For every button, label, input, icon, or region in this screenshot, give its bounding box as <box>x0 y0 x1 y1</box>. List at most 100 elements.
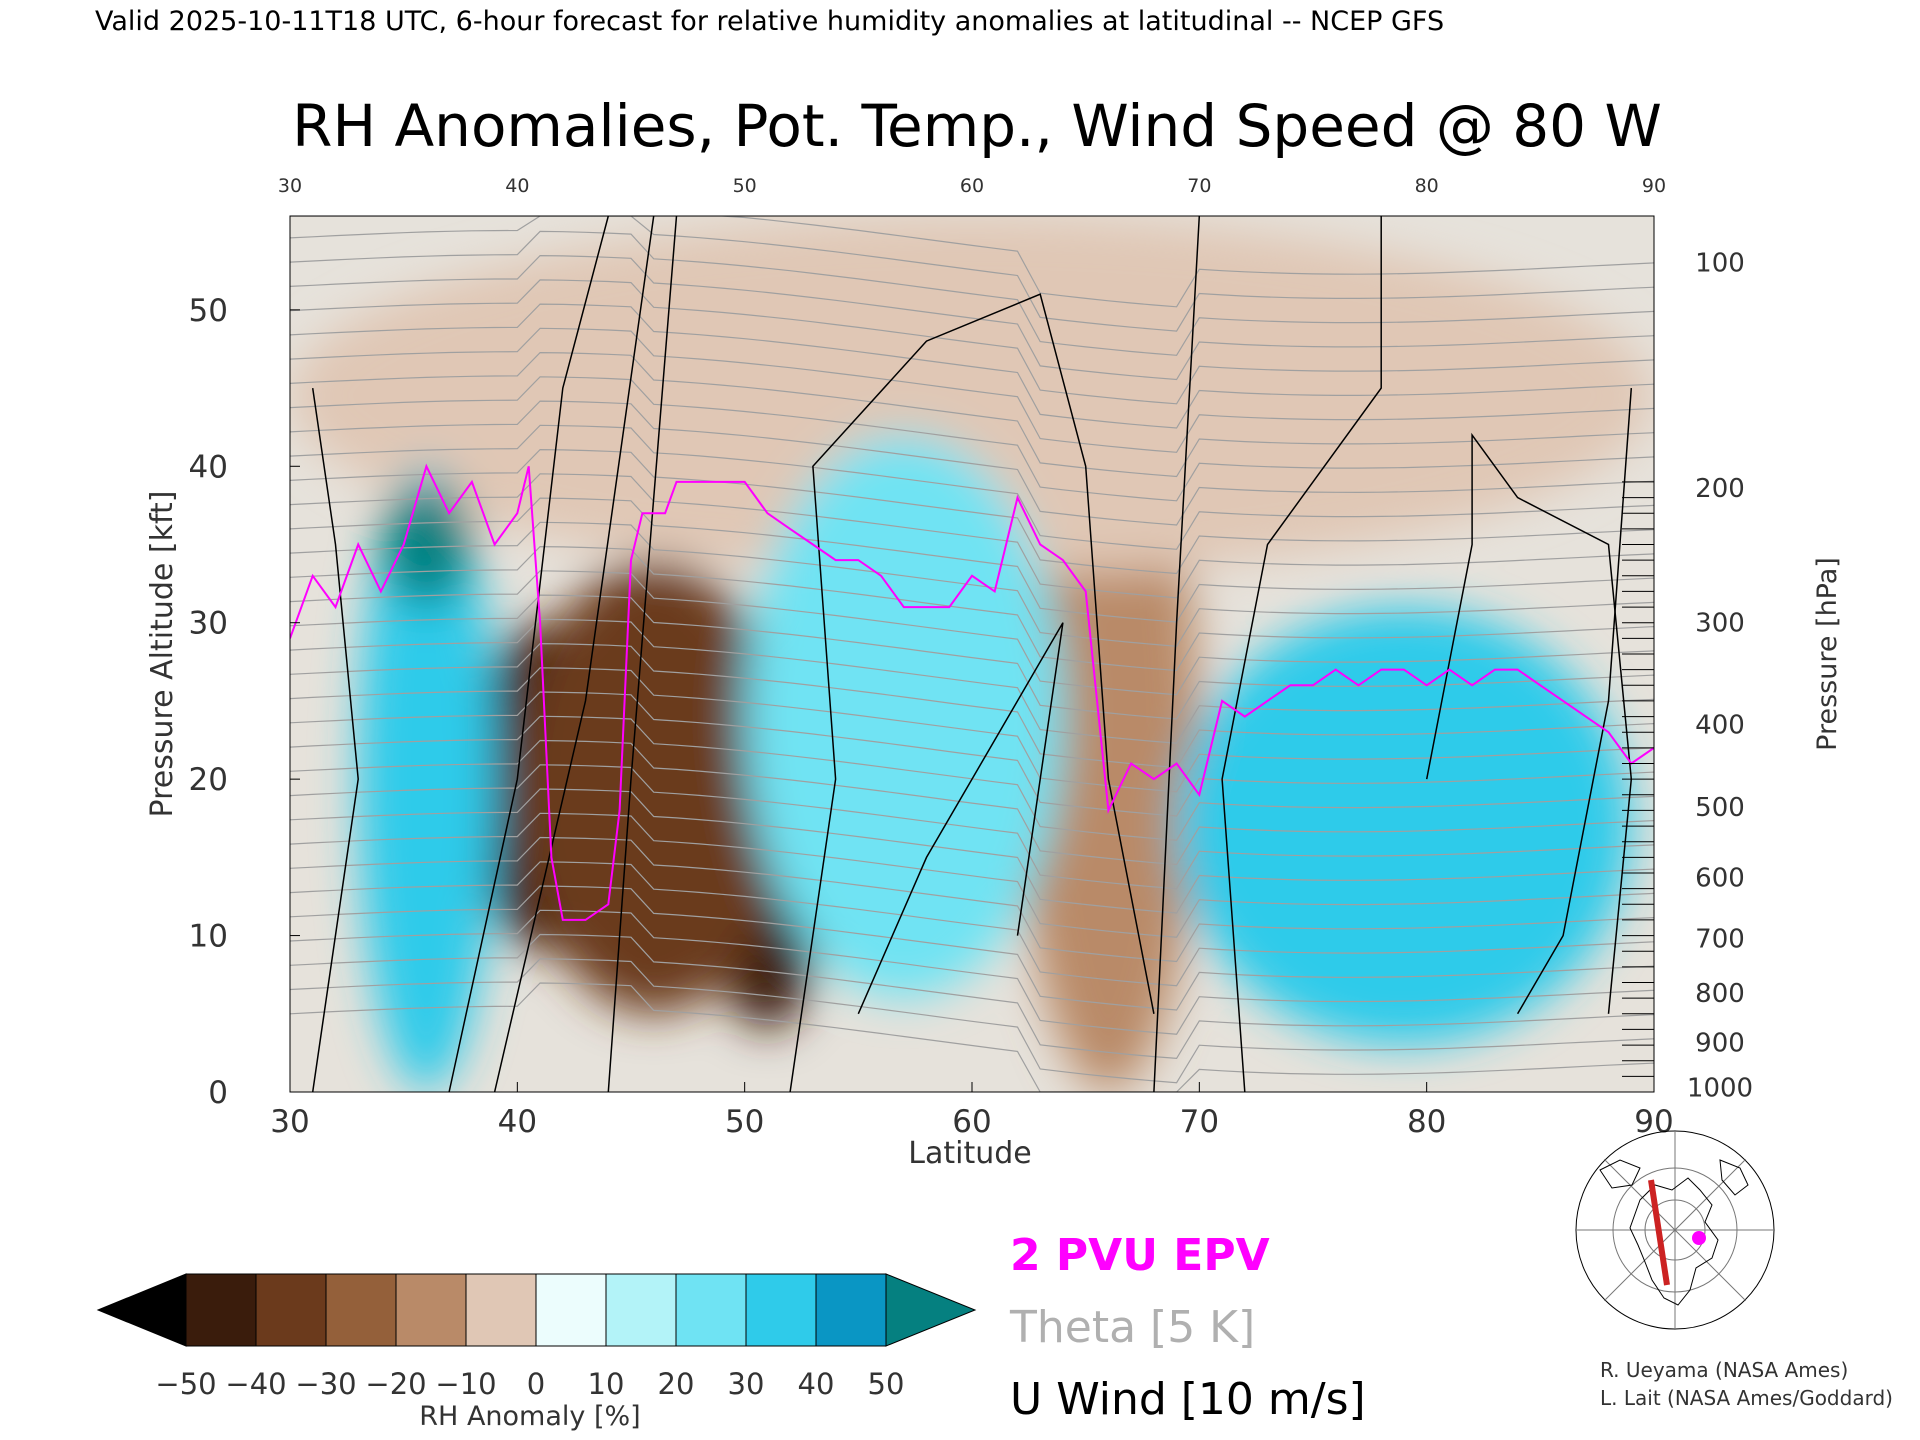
theta-contour-14 <box>290 642 1654 769</box>
colorbar-tick-6: 10 <box>588 1367 625 1401</box>
top-axis: 30 40 50 60 70 80 90 <box>278 175 1666 197</box>
y-tick-label-0: 0 <box>208 1075 228 1111</box>
theta-contour-29 <box>290 279 1654 405</box>
colorbar-tick-7: 20 <box>658 1367 695 1401</box>
theta-contour-26 <box>290 351 1654 478</box>
pressure-tick-label-200: 200 <box>1695 474 1745 504</box>
x-axis: 30 40 50 60 70 80 90 <box>270 1082 1674 1140</box>
theta-contour-19 <box>290 521 1654 647</box>
map-cross-section-track <box>1648 1179 1670 1286</box>
colorbar-segment-1 <box>255 1273 327 1347</box>
colorbar-segment-5 <box>535 1273 607 1347</box>
colorbar-segment-0 <box>185 1273 257 1347</box>
theta-contour-5 <box>290 861 1654 987</box>
uwind-contour-5 <box>857 622 1064 1015</box>
theta-contour-13 <box>290 667 1654 793</box>
top-tick-label-70: 70 <box>1187 175 1211 197</box>
legend-uwind: U Wind [10 m/s] <box>1010 1374 1366 1425</box>
theta-contour-12 <box>290 691 1654 817</box>
colorbar-segment-4 <box>465 1273 537 1347</box>
colorbar-tick-5: 0 <box>527 1367 545 1401</box>
theta-contour-31 <box>290 230 1654 356</box>
colorbar-segment-3 <box>395 1273 467 1347</box>
colorbar-tick-1: −40 <box>225 1367 286 1401</box>
top-tick-label-80: 80 <box>1415 175 1439 197</box>
theta-contour-1 <box>290 958 1654 1084</box>
colorbar: −50 −40 −30 −20 −10 0 10 20 30 40 50 <box>96 1273 977 1401</box>
inset-map <box>1575 1130 1775 1330</box>
colorbar-segment-9 <box>815 1273 887 1347</box>
top-tick-label-60: 60 <box>960 175 984 197</box>
epv-line <box>290 463 1654 921</box>
pressure-axis-label: Pressure [hPa] <box>1812 557 1843 751</box>
chart-title: RH Anomalies, Pot. Temp., Wind Speed @ 8… <box>292 92 1662 160</box>
uwind-contour-6 <box>1153 216 1201 1092</box>
theta-contour-7 <box>290 812 1654 938</box>
x-tick-label-40: 40 <box>498 1104 537 1140</box>
theta-contours <box>290 216 1654 1092</box>
pressure-tick-label-600: 600 <box>1695 863 1745 893</box>
rh-region-6 <box>744 434 1063 999</box>
rh-region-2 <box>517 560 791 1014</box>
pressure-hatch-marks <box>1622 481 1654 1092</box>
legend-epv: 2 PVU EPV <box>1010 1230 1270 1281</box>
theta-contour-20 <box>290 497 1654 623</box>
theta-contour-15 <box>290 618 1654 744</box>
uwind-contour-1 <box>448 216 610 1092</box>
colorbar-tick-8: 30 <box>728 1367 765 1401</box>
rh-region-4 <box>290 216 1654 576</box>
top-tick-label-90: 90 <box>1642 175 1666 197</box>
map-coastline-3 <box>1719 1159 1749 1196</box>
credit-line-1: R. Ueyama (NASA Ames) <box>1600 1358 1848 1382</box>
theta-contour-21 <box>290 473 1654 599</box>
header-text: Valid 2025-10-11T18 UTC, 6-hour forecast… <box>95 6 1444 37</box>
theta-contour-3 <box>290 909 1654 1035</box>
x-tick-label-90: 90 <box>1634 1104 1673 1140</box>
pressure-tick-label-900: 900 <box>1695 1028 1745 1058</box>
theta-contour-23 <box>290 424 1654 550</box>
colorbar-tick-9: 40 <box>798 1367 835 1401</box>
colorbar-label: RH Anomaly [%] <box>419 1401 640 1432</box>
y-axis-label: Pressure Altitude [kft] <box>145 491 180 818</box>
y-tick-label-30: 30 <box>189 606 228 642</box>
top-tick-label-40: 40 <box>505 175 529 197</box>
colorbar-tick-2: −30 <box>295 1367 356 1401</box>
rh-anomaly-field <box>290 216 1654 1092</box>
map-meridian-4 <box>1603 1158 1747 1302</box>
theta-contour-22 <box>290 448 1654 575</box>
map-coastline-2 <box>1599 1159 1641 1189</box>
theta-contour-2 <box>290 933 1654 1060</box>
colorbar-segment-2 <box>325 1273 397 1347</box>
colorbar-tick-10: 50 <box>868 1367 905 1401</box>
colorbar-tick-3: −20 <box>365 1367 426 1401</box>
y-tick-label-20: 20 <box>189 762 228 798</box>
theta-contour-24 <box>290 400 1654 526</box>
uwind-contour-3 <box>607 216 678 1092</box>
theta-contour-32 <box>290 216 1654 332</box>
theta-contour-28 <box>290 303 1654 429</box>
plot-area <box>289 215 1655 1093</box>
map-location-marker <box>1692 1231 1706 1245</box>
pressure-tick-label-300: 300 <box>1695 609 1745 639</box>
y-tick-label-10: 10 <box>189 919 228 955</box>
pressure-tick-label-1000: 1000 <box>1687 1073 1753 1103</box>
legend-theta: Theta [5 K] <box>1009 1302 1255 1353</box>
x-tick-label-50: 50 <box>725 1104 764 1140</box>
theta-contour-0 <box>290 982 1654 1092</box>
colorbar-low-arrow <box>96 1273 187 1347</box>
pressure-tick-label-700: 700 <box>1695 924 1745 954</box>
colorbar-tick-4: −10 <box>435 1367 496 1401</box>
theta-contour-10 <box>290 739 1654 866</box>
colorbar-segment-6 <box>605 1273 677 1347</box>
y-tick-label-50: 50 <box>189 293 228 329</box>
colorbar-segment-8 <box>745 1273 817 1347</box>
rh-region-5 <box>358 466 495 1092</box>
theta-contour-9 <box>290 764 1654 890</box>
colorbar-tick-0: −50 <box>155 1367 216 1401</box>
map-coastline <box>1629 1177 1719 1306</box>
theta-contour-33 <box>290 216 1654 308</box>
x-tick-label-80: 80 <box>1407 1104 1446 1140</box>
theta-contour-25 <box>290 376 1654 502</box>
uwind-contour-7 <box>1221 216 1382 1092</box>
colorbar-high-arrow <box>885 1273 977 1347</box>
